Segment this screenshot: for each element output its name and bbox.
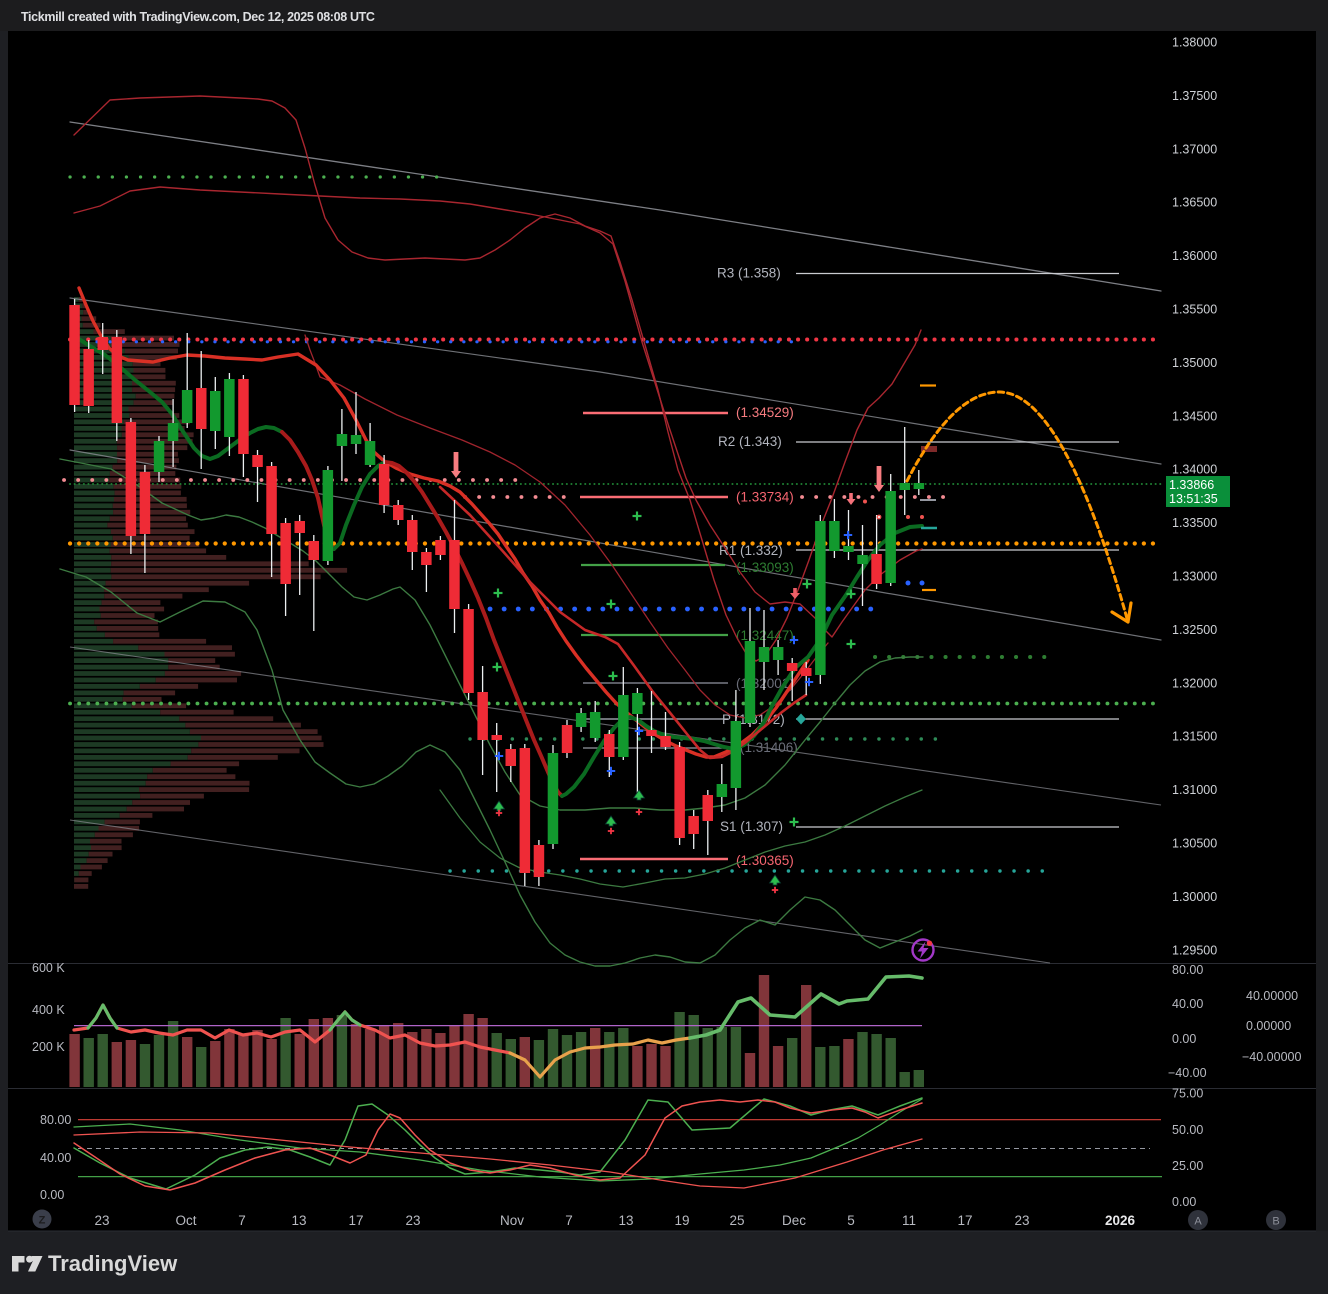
svg-text:600 K: 600 K bbox=[32, 961, 65, 975]
svg-text:R1 (1.332): R1 (1.332) bbox=[719, 543, 783, 558]
svg-text:17: 17 bbox=[957, 1213, 972, 1228]
svg-text:80.00: 80.00 bbox=[40, 1113, 71, 1127]
svg-text:TradingView: TradingView bbox=[48, 1251, 178, 1276]
svg-text:1.29500: 1.29500 bbox=[1172, 943, 1217, 957]
svg-text:75.00: 75.00 bbox=[1172, 1087, 1203, 1101]
svg-text:S1 (1.307): S1 (1.307) bbox=[720, 819, 783, 834]
svg-text:1.35500: 1.35500 bbox=[1172, 303, 1217, 317]
svg-text:1.32500: 1.32500 bbox=[1172, 623, 1217, 637]
svg-text:1.34500: 1.34500 bbox=[1172, 409, 1217, 423]
svg-text:0.00: 0.00 bbox=[1172, 1195, 1196, 1209]
svg-text:Oct: Oct bbox=[175, 1213, 196, 1228]
svg-text:1.30000: 1.30000 bbox=[1172, 890, 1217, 904]
svg-text:1.37000: 1.37000 bbox=[1172, 142, 1217, 156]
svg-text:1.35000: 1.35000 bbox=[1172, 356, 1217, 370]
svg-text:1.36500: 1.36500 bbox=[1172, 196, 1217, 210]
svg-text:1.30500: 1.30500 bbox=[1172, 837, 1217, 851]
svg-text:13:51:35: 13:51:35 bbox=[1169, 492, 1218, 506]
svg-text:(1.34529): (1.34529) bbox=[736, 405, 794, 420]
svg-text:B: B bbox=[1272, 1216, 1279, 1228]
svg-text:13: 13 bbox=[618, 1213, 633, 1228]
svg-text:23: 23 bbox=[405, 1213, 420, 1228]
svg-text:25: 25 bbox=[729, 1213, 744, 1228]
svg-text:R2 (1.343): R2 (1.343) bbox=[718, 434, 782, 449]
svg-text:Z: Z bbox=[39, 1215, 46, 1227]
svg-text:1.33866: 1.33866 bbox=[1169, 478, 1214, 492]
svg-text:(1.32447): (1.32447) bbox=[736, 628, 794, 643]
svg-text:1.37500: 1.37500 bbox=[1172, 89, 1217, 103]
svg-text:1.32000: 1.32000 bbox=[1172, 676, 1217, 690]
svg-text:400 K: 400 K bbox=[32, 1003, 65, 1017]
svg-text:R3 (1.358): R3 (1.358) bbox=[717, 266, 781, 281]
svg-text:−40.00000: −40.00000 bbox=[1242, 1050, 1301, 1064]
svg-text:(1.33093): (1.33093) bbox=[736, 560, 794, 575]
svg-text:1.33000: 1.33000 bbox=[1172, 570, 1217, 584]
svg-text:1.31000: 1.31000 bbox=[1172, 783, 1217, 797]
svg-text:1.36000: 1.36000 bbox=[1172, 249, 1217, 263]
svg-text:50.00: 50.00 bbox=[1172, 1123, 1203, 1137]
svg-text:2026: 2026 bbox=[1105, 1213, 1136, 1228]
svg-text:25.00: 25.00 bbox=[1172, 1159, 1203, 1173]
svg-text:19: 19 bbox=[674, 1213, 689, 1228]
svg-text:(1.33734): (1.33734) bbox=[736, 490, 794, 505]
svg-text:200 K: 200 K bbox=[32, 1040, 65, 1054]
svg-text:(1.30365): (1.30365) bbox=[736, 853, 794, 868]
svg-text:(1.31406): (1.31406) bbox=[740, 740, 798, 755]
svg-text:Dec: Dec bbox=[782, 1213, 806, 1228]
svg-text:7: 7 bbox=[238, 1213, 246, 1228]
svg-text:11: 11 bbox=[902, 1213, 916, 1228]
svg-text:13: 13 bbox=[291, 1213, 306, 1228]
svg-text:7: 7 bbox=[565, 1213, 573, 1228]
svg-text:1.33500: 1.33500 bbox=[1172, 516, 1217, 530]
svg-text:A: A bbox=[1194, 1216, 1202, 1228]
svg-text:5: 5 bbox=[847, 1213, 855, 1228]
svg-text:−40.00: −40.00 bbox=[1168, 1066, 1207, 1080]
svg-text:Tickmill created with TradingV: Tickmill created with TradingView.com, D… bbox=[21, 10, 375, 24]
svg-text:1.34000: 1.34000 bbox=[1172, 463, 1217, 477]
svg-text:1.38000: 1.38000 bbox=[1172, 36, 1217, 50]
svg-text:17: 17 bbox=[348, 1213, 363, 1228]
svg-text:0.00: 0.00 bbox=[1172, 1032, 1196, 1046]
svg-text:1.31500: 1.31500 bbox=[1172, 730, 1217, 744]
svg-text:0.00: 0.00 bbox=[40, 1188, 64, 1202]
svg-text:23: 23 bbox=[94, 1213, 109, 1228]
svg-text:23: 23 bbox=[1014, 1213, 1029, 1228]
svg-text:Nov: Nov bbox=[500, 1213, 524, 1228]
svg-text:40.00: 40.00 bbox=[40, 1151, 71, 1165]
svg-text:40.00000: 40.00000 bbox=[1246, 989, 1298, 1003]
svg-text:80.00: 80.00 bbox=[1172, 963, 1203, 977]
svg-text:0.00000: 0.00000 bbox=[1246, 1019, 1291, 1033]
svg-text:40.00: 40.00 bbox=[1172, 997, 1203, 1011]
